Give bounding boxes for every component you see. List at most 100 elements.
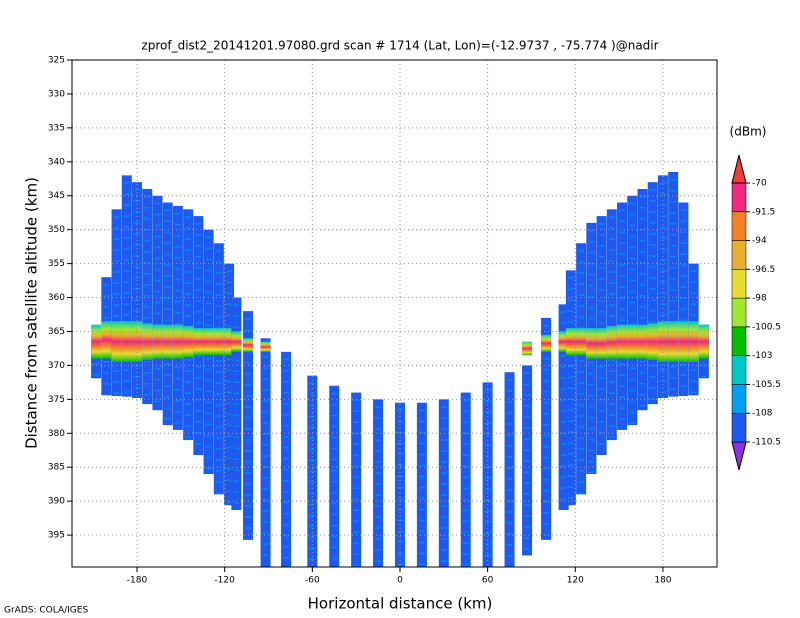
texture [215, 481, 222, 483]
texture [123, 259, 130, 261]
texture [440, 450, 447, 452]
texture [262, 356, 269, 358]
texture [195, 256, 202, 258]
x-tick-label: -180 [127, 576, 148, 586]
texture [578, 448, 585, 450]
texture [462, 421, 469, 424]
texture [283, 501, 290, 504]
texture [215, 382, 222, 384]
texture [524, 482, 531, 484]
texture [649, 189, 656, 191]
texture [700, 375, 707, 378]
texture [375, 538, 382, 540]
x-tick-label: -120 [214, 576, 235, 586]
texture [543, 511, 550, 514]
texture [123, 215, 130, 217]
texture [506, 423, 513, 425]
echo-column [243, 311, 254, 540]
texture [418, 530, 425, 533]
x-tick-label: 180 [654, 576, 671, 586]
texture [396, 497, 403, 500]
texture [174, 399, 181, 402]
texture [353, 476, 360, 479]
texture [245, 384, 252, 386]
colorbar-arrow [731, 441, 747, 471]
y-tick-label: 345 [48, 191, 65, 201]
texture [578, 459, 585, 461]
texture [174, 245, 181, 248]
texture [93, 363, 100, 365]
texture [233, 370, 240, 373]
texture [195, 432, 202, 434]
echo-column [647, 182, 658, 405]
texture [567, 398, 574, 400]
texture [185, 403, 192, 405]
texture [262, 532, 269, 534]
texture [283, 424, 290, 427]
texture [154, 246, 161, 249]
texture [113, 271, 120, 273]
texture [353, 509, 360, 512]
texture [215, 360, 222, 362]
texture [205, 401, 212, 404]
texture [174, 421, 181, 424]
texture [619, 308, 626, 311]
texture [418, 486, 425, 489]
texture [690, 292, 697, 295]
texture [174, 366, 181, 369]
texture [123, 237, 130, 239]
texture [174, 300, 181, 303]
texture [560, 388, 567, 390]
texture [134, 277, 141, 279]
texture [506, 489, 513, 491]
texture [353, 542, 360, 545]
texture [462, 509, 469, 512]
texture [245, 417, 252, 419]
texture [484, 477, 491, 479]
texture [164, 220, 171, 223]
texture [649, 200, 656, 202]
texture [245, 329, 252, 331]
texture [245, 494, 252, 496]
texture [578, 305, 585, 307]
texture [598, 267, 605, 269]
texture [629, 224, 636, 227]
texture [690, 270, 697, 273]
texture [639, 404, 646, 407]
texture [103, 383, 110, 385]
texture [608, 414, 615, 416]
texture [283, 413, 290, 416]
texture [700, 364, 707, 367]
texture [484, 433, 491, 435]
texture [154, 268, 161, 271]
texture [629, 235, 636, 238]
texture [608, 315, 615, 317]
strong-echo-band [637, 324, 648, 359]
texture [113, 392, 120, 394]
texture [164, 385, 171, 388]
texture [659, 193, 666, 195]
texture [331, 535, 338, 538]
texture [418, 464, 425, 467]
texture [608, 381, 615, 383]
texture [567, 420, 574, 422]
texture [154, 202, 161, 205]
texture [484, 554, 491, 556]
texture [144, 316, 151, 319]
texture [375, 505, 382, 507]
strong-echo-band [101, 321, 112, 359]
texture [215, 272, 222, 274]
texture [578, 481, 585, 483]
texture [215, 415, 222, 417]
texture [670, 244, 677, 247]
texture [164, 242, 171, 245]
strong-echo-band [162, 324, 173, 359]
texture [462, 564, 469, 567]
texture [440, 483, 447, 485]
colorbar-swatch [731, 326, 747, 356]
texture [619, 275, 626, 278]
texture [144, 371, 151, 374]
texture [506, 445, 513, 447]
echo-column [576, 243, 587, 495]
texture [233, 425, 240, 428]
